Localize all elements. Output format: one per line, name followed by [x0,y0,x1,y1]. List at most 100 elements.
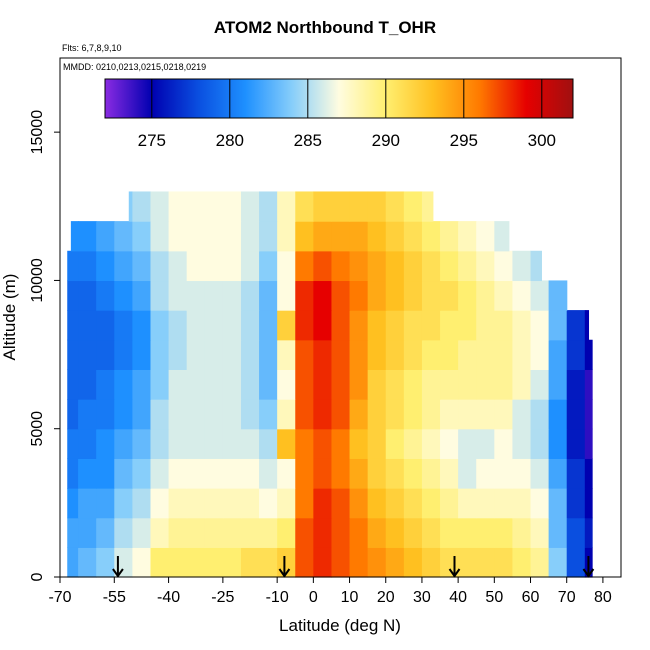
heatmap-cell [240,399,260,430]
heatmap-cell [458,428,477,459]
heatmap-cell [349,369,369,400]
heatmap-cell [385,517,405,548]
heatmap-cell [512,369,532,400]
heatmap-cell [277,191,296,222]
heatmap-cell [67,310,79,341]
heatmap-cell [96,250,115,282]
heatmap-cell [168,191,188,222]
heatmap-cell [440,458,459,489]
heatmap-cell [277,547,296,578]
heatmap-cell [240,428,260,459]
heatmap-cell [584,399,593,430]
heatmap-cell [186,280,206,311]
x-tick-label: 30 [413,589,431,606]
heatmap-cell [313,250,333,282]
heatmap-cell [421,458,441,489]
heatmap-cell [367,488,387,519]
heatmap-cell [259,399,278,430]
heatmap-cell [313,458,333,489]
y-tick-label: 5000 [29,411,46,447]
heatmap-cell [440,369,459,400]
heatmap-cell [132,517,152,548]
heatmap-cell [421,517,441,548]
heatmap-cell [295,488,314,519]
heatmap-cell [421,547,441,578]
heatmap-cell [421,369,441,400]
heatmap-cell [458,458,477,489]
heatmap-cell [494,221,510,252]
heatmap-layer [67,191,593,578]
heatmap-cell [204,547,224,578]
heatmap-cell [313,488,333,519]
heatmap-cell [114,488,133,519]
heatmap-cell [277,458,296,489]
heatmap-cell [385,488,405,519]
heatmap-cell [421,221,441,252]
heatmap-cell [204,191,224,222]
heatmap-cell [548,310,568,341]
heatmap-cell [584,488,593,519]
heatmap-cell [494,310,514,341]
heatmap-cell [295,428,314,459]
heatmap-cell [277,488,296,519]
heatmap-cell [512,428,532,459]
heatmap-cell [96,428,115,459]
heatmap-cell [494,428,514,459]
heatmap-cell [295,399,314,430]
heatmap-cell [476,339,495,370]
heatmap-cell [476,280,495,311]
heatmap-cell [548,428,568,459]
heatmap-cell [114,339,133,370]
heatmap-cell [277,339,296,370]
heatmap-cell [150,399,170,430]
heatmap-cell [458,221,477,252]
heatmap-cell [458,250,477,282]
heatmap-cell [70,221,79,252]
heatmap-cell [78,517,97,548]
heatmap-cell [385,547,405,578]
heatmap-cell [132,369,152,400]
heatmap-cell [186,250,206,282]
heatmap-cell [458,488,477,519]
flight-start-arrow [448,556,461,578]
heatmap-cell [566,310,586,341]
heatmap-cell [168,280,188,311]
heatmap-cell [367,221,387,252]
heatmap-cell [367,369,387,400]
heatmap-cell [186,221,206,252]
heatmap-cell [204,517,224,548]
heatmap-cell [150,310,170,341]
heatmap-cell [313,399,333,430]
heatmap-cell [277,310,296,341]
heatmap-cell [440,428,459,459]
heatmap-cell [240,547,260,578]
heatmap-cell [548,339,568,370]
heatmap-cell [512,280,532,311]
heatmap-cell [240,250,260,282]
heatmap-cell [222,221,242,252]
heatmap-cell [313,547,333,578]
heatmap-cell [349,517,369,548]
heatmap-cell [67,250,79,282]
heatmap-cell [313,280,333,311]
heatmap-cell [530,399,550,430]
heatmap-cell [512,458,532,489]
heatmap-cell [421,399,441,430]
heatmap-cell [313,221,333,252]
heatmap-cell [476,221,495,252]
heatmap-cell [512,310,532,341]
heatmap-cell [349,547,369,578]
heatmap-cell [548,547,568,578]
heatmap-cell [78,339,97,370]
heatmap-cell [132,221,152,252]
x-tick-label: -70 [48,589,71,606]
heatmap-cell [584,517,593,548]
heatmap-cell [150,280,170,311]
heatmap-cell [458,547,477,578]
heatmap-cell [132,250,152,282]
heatmap-cell [403,339,423,370]
heatmap-cell [313,310,333,341]
heatmap-cell [150,369,170,400]
x-tick-label: -25 [211,589,234,606]
heatmap-cell [548,488,568,519]
